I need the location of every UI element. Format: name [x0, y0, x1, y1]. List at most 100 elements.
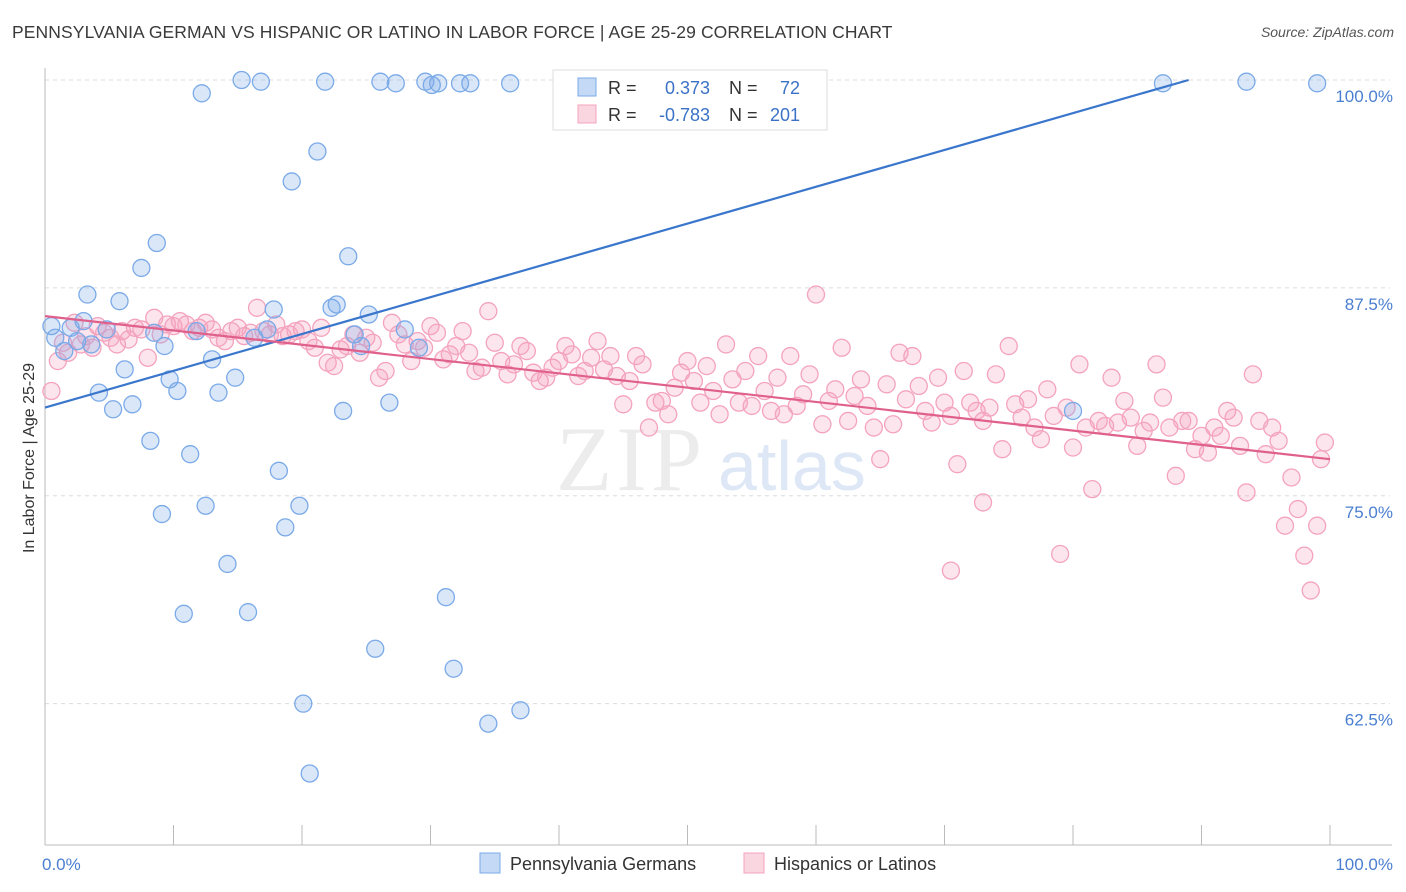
- watermark-atlas: atlas: [718, 427, 866, 505]
- data-point: [132, 258, 151, 278]
- data-point: [1166, 466, 1185, 485]
- data-point: [82, 335, 101, 354]
- data-point: [1269, 431, 1288, 451]
- legend-n-value: 72: [780, 78, 800, 98]
- series-pennsylvania-germans-points: [42, 70, 1327, 783]
- legend-box: [552, 69, 828, 131]
- data-point: [42, 381, 61, 401]
- data-point: [1282, 468, 1301, 487]
- data-point: [429, 74, 448, 93]
- y-tick-label: 62.5%: [1345, 711, 1393, 730]
- data-point: [1153, 388, 1173, 407]
- axes: [44, 68, 1392, 846]
- data-point: [851, 370, 871, 389]
- data-point: [258, 320, 277, 339]
- data-point: [1063, 401, 1083, 421]
- data-point: [678, 351, 697, 371]
- data-point: [845, 386, 864, 406]
- data-point: [422, 75, 441, 95]
- data-point: [333, 401, 353, 421]
- series-hispanics-points: [42, 285, 1335, 600]
- data-point: [232, 70, 251, 90]
- x-tick-label: 0.0%: [42, 855, 81, 874]
- data-point: [196, 496, 215, 515]
- data-point: [192, 84, 211, 103]
- data-point: [369, 368, 389, 387]
- trend-lines: [44, 78, 1331, 461]
- data-point: [517, 341, 537, 361]
- data-point: [954, 361, 973, 381]
- data-point: [1083, 479, 1102, 499]
- data-point: [1018, 390, 1038, 409]
- data-point: [749, 346, 768, 366]
- data-point: [1051, 544, 1070, 564]
- data-point: [1140, 413, 1160, 432]
- data-point: [736, 361, 755, 381]
- data-point: [472, 358, 492, 377]
- data-point: [614, 395, 633, 414]
- data-point: [903, 346, 922, 366]
- data-point: [1237, 72, 1256, 91]
- data-point: [376, 361, 395, 381]
- legend-r-label: R =: [608, 78, 637, 98]
- data-point: [588, 331, 607, 351]
- data-point: [110, 292, 129, 311]
- data-point: [408, 331, 427, 351]
- data-point: [115, 360, 134, 379]
- data-point: [1198, 443, 1218, 462]
- data-point: [450, 74, 470, 93]
- data-point: [1224, 408, 1243, 427]
- data-point: [723, 370, 742, 389]
- data-point: [282, 172, 301, 191]
- data-point: [209, 383, 228, 402]
- data-point: [461, 74, 480, 93]
- data-point: [794, 385, 813, 404]
- data-point: [659, 405, 678, 424]
- data-point: [883, 415, 903, 434]
- data-point: [322, 298, 341, 317]
- data-point: [1218, 401, 1237, 421]
- data-point: [826, 380, 845, 399]
- data-point: [264, 300, 283, 319]
- data-point: [155, 336, 174, 356]
- data-point: [363, 333, 382, 352]
- data-point: [459, 343, 479, 362]
- data-point: [251, 72, 271, 91]
- data-point: [409, 338, 429, 357]
- data-point: [986, 365, 1006, 384]
- data-point: [1038, 380, 1057, 399]
- legend-r-label: R =: [608, 105, 637, 125]
- x-tick-labels: 0.0% 100.0%: [42, 855, 1393, 874]
- data-point: [639, 418, 659, 437]
- data-point: [174, 604, 193, 623]
- data-point: [973, 493, 993, 512]
- trend-line: [44, 315, 1331, 461]
- data-point: [1147, 355, 1166, 374]
- data-point: [501, 74, 520, 93]
- data-point: [78, 285, 97, 304]
- data-point: [345, 325, 364, 344]
- legend-series: Pennsylvania Germans Hispanics or Latinos: [479, 852, 936, 874]
- data-point: [300, 764, 319, 783]
- data-point: [896, 390, 916, 409]
- data-point: [922, 413, 941, 432]
- data-point: [67, 331, 87, 351]
- data-point: [1121, 408, 1140, 427]
- y-tick-label: 87.5%: [1345, 295, 1393, 314]
- data-point: [1256, 445, 1275, 464]
- data-point: [485, 333, 504, 352]
- data-point: [453, 321, 472, 341]
- data-point: [152, 504, 172, 524]
- legend-n-label: N =: [729, 78, 758, 98]
- legend-series-name: Hispanics or Latinos: [774, 854, 936, 874]
- data-point: [1308, 74, 1327, 93]
- data-point: [436, 588, 456, 607]
- data-point: [871, 450, 890, 469]
- data-point: [119, 330, 138, 349]
- data-point: [710, 405, 729, 424]
- data-point: [1237, 483, 1256, 502]
- data-point: [238, 603, 258, 622]
- data-point: [366, 639, 385, 658]
- data-point: [993, 440, 1012, 459]
- data-point: [787, 396, 806, 416]
